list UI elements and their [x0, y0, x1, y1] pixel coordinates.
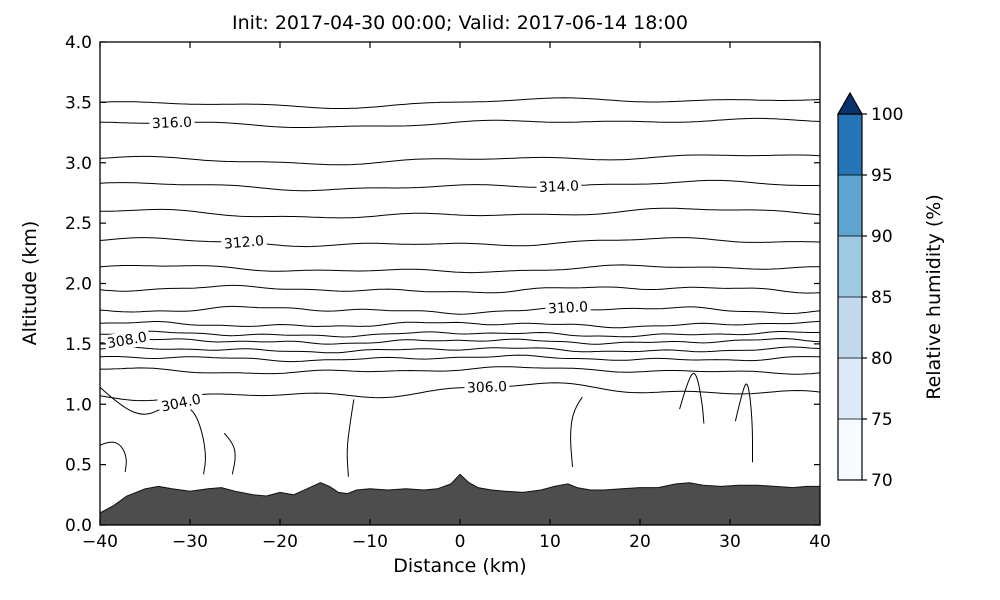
colorbar-segment — [838, 114, 862, 176]
contour-line — [100, 207, 821, 219]
colorbar-segment — [838, 297, 862, 359]
contour-label: 306.0 — [464, 378, 510, 397]
colorbar-extend-triangle — [836, 91, 864, 115]
x-tick-label: 10 — [539, 532, 561, 552]
contour-segment — [346, 399, 355, 477]
contour-label: 304.0 — [157, 390, 205, 416]
x-tick-label: −20 — [262, 532, 298, 552]
y-tick-label: 3.5 — [65, 93, 92, 113]
contour-segment — [679, 372, 705, 424]
y-tick-label: 2.0 — [65, 275, 92, 295]
y-tick-label: 0.5 — [65, 456, 92, 476]
x-tick-label: −10 — [352, 532, 388, 552]
contour-label-text: 312.0 — [223, 233, 264, 252]
contour-line — [99, 320, 821, 329]
contour-label: 310.0 — [545, 298, 591, 318]
contour-label-bg — [103, 327, 151, 353]
contour-label-text: 316.0 — [152, 115, 193, 132]
y-tick-label: 3.0 — [65, 154, 92, 174]
contour-segment — [570, 396, 583, 468]
colorbar-segment — [838, 236, 862, 298]
colorbar-segment — [838, 358, 862, 420]
contour-line — [100, 366, 821, 375]
x-tick-label: −30 — [172, 532, 208, 552]
contour-line — [99, 237, 821, 248]
x-tick-label: 0 — [455, 532, 466, 552]
contour-label-bg — [464, 378, 510, 397]
x-axis-label: Distance (km) — [393, 555, 527, 577]
x-tick-label: 20 — [629, 532, 651, 552]
colorbar-tick-label: 85 — [871, 288, 893, 308]
colorbar-tick-label: 80 — [871, 349, 893, 369]
contour-segment — [223, 432, 236, 475]
colorbar-segment — [838, 175, 862, 237]
contour-line — [99, 284, 821, 294]
x-tick-label: 30 — [719, 532, 741, 552]
contour-segment — [99, 441, 127, 472]
colorbar-tick-label: 75 — [871, 410, 893, 430]
contour-label-text: 310.0 — [548, 299, 589, 317]
contour-line — [99, 154, 821, 166]
contour-label: 314.0 — [536, 177, 582, 196]
contour-line — [99, 354, 820, 363]
chart-title: Init: 2017-04-30 00:00; Valid: 2017-06-1… — [232, 12, 688, 34]
contour-line — [99, 264, 820, 274]
contour-label: 312.0 — [220, 231, 268, 253]
contour-line — [99, 117, 821, 128]
y-tick-label: 0.0 — [65, 516, 92, 536]
y-tick-label: 1.0 — [65, 395, 92, 415]
contour-line — [99, 337, 821, 345]
contour-label-bg — [220, 231, 268, 253]
contour-label-bg — [157, 390, 205, 416]
contour-label: 308.0 — [103, 327, 151, 353]
colorbar-tick-label: 95 — [871, 166, 893, 186]
x-tick-label: 40 — [809, 532, 831, 552]
x-tick-label: −40 — [82, 532, 118, 552]
contour-line — [99, 97, 821, 109]
colorbar-tick-label: 70 — [871, 471, 893, 491]
terrain — [99, 473, 821, 526]
contour-label-bg — [149, 113, 195, 133]
colorbar-segment — [838, 419, 862, 481]
y-tick-label: 4.0 — [65, 33, 92, 53]
contour-label-text: 306.0 — [467, 379, 508, 396]
contour-segment — [734, 383, 753, 463]
contour-label: 316.0 — [149, 113, 195, 133]
contour-label-text: 314.0 — [539, 179, 580, 196]
axes-frame — [99, 41, 821, 526]
colorbar-tick-label: 90 — [871, 227, 893, 247]
contour-line — [99, 346, 821, 354]
contour-line — [99, 382, 821, 402]
y-tick-label: 1.5 — [65, 335, 92, 355]
contour-line — [100, 330, 820, 338]
colorbar-tick-label: 100 — [871, 105, 903, 125]
contour-line — [99, 305, 821, 315]
contour-line — [99, 179, 821, 192]
contour-label-text: 304.0 — [160, 391, 203, 415]
contour-label-bg — [545, 298, 591, 318]
contour-label-bg — [536, 177, 582, 196]
contour-label-text: 308.0 — [106, 329, 148, 352]
y-tick-label: 2.5 — [65, 214, 92, 234]
